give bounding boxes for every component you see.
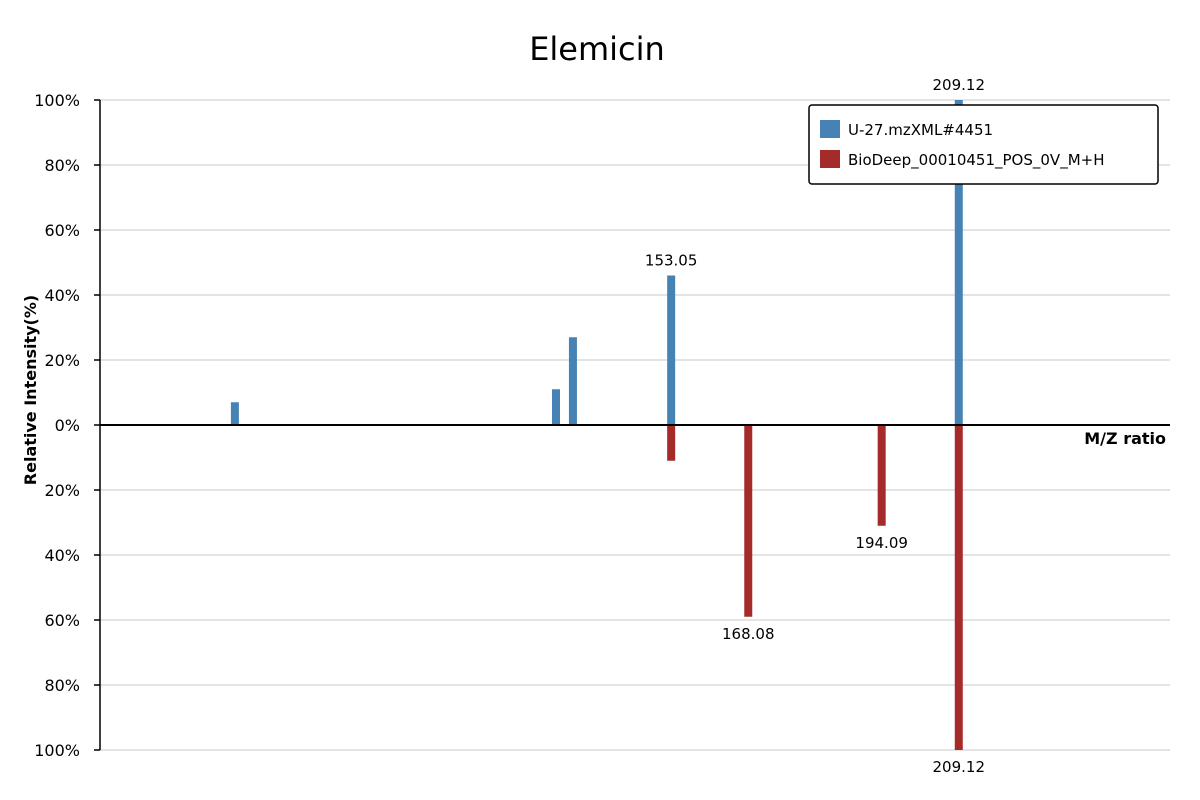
peak-label: 194.09 [855, 534, 908, 552]
y-tick-label: 20% [44, 351, 80, 370]
legend-swatch [820, 150, 840, 168]
peak-labels: 153.05 209.12 168.08 194.09 209.12 [645, 76, 985, 776]
y-axis-ticks: 100% 80% 60% 40% 20% 0% 20% 40% 60% 80% 100% [34, 91, 100, 760]
y-tick-label: 20% [44, 481, 80, 500]
legend-swatch [820, 120, 840, 138]
y-tick-label: 60% [44, 611, 80, 630]
peak-bar [877, 425, 886, 526]
y-tick-label: 0% [55, 416, 80, 435]
peak-bars [230, 100, 963, 750]
legend-label: U-27.mzXML#4451 [848, 121, 993, 139]
peak-bar [954, 425, 963, 750]
peak-bar [568, 337, 577, 425]
y-tick-label: 80% [44, 156, 80, 175]
x-axis-title: M/Z ratio [1084, 429, 1166, 448]
peak-bar [667, 275, 676, 425]
y-tick-label: 100% [34, 91, 80, 110]
legend-box [808, 104, 1159, 185]
y-tick-label: 40% [44, 286, 80, 305]
peak-label: 168.08 [722, 625, 775, 643]
y-tick-label: 60% [44, 221, 80, 240]
peak-label: 209.12 [933, 76, 986, 94]
y-axis-title: Relative Intensity(%) [21, 295, 40, 485]
peak-bar [744, 425, 753, 617]
peak-bar [552, 389, 561, 425]
peak-label: 209.12 [933, 758, 986, 776]
peak-bar [230, 402, 239, 425]
peak-label: 153.05 [645, 252, 698, 270]
legend: U-27.mzXML#4451 BioDeep_00010451_POS_0V_M… [808, 104, 1159, 185]
y-tick-label: 80% [44, 676, 80, 695]
grid-lines [100, 99, 1170, 751]
peak-bar [954, 100, 963, 425]
legend-label: BioDeep_00010451_POS_0V_M+H [848, 151, 1104, 170]
chart-title: Elemicin [529, 30, 665, 68]
y-tick-label: 100% [34, 741, 80, 760]
peak-bar [667, 425, 676, 461]
y-tick-label: 40% [44, 546, 80, 565]
